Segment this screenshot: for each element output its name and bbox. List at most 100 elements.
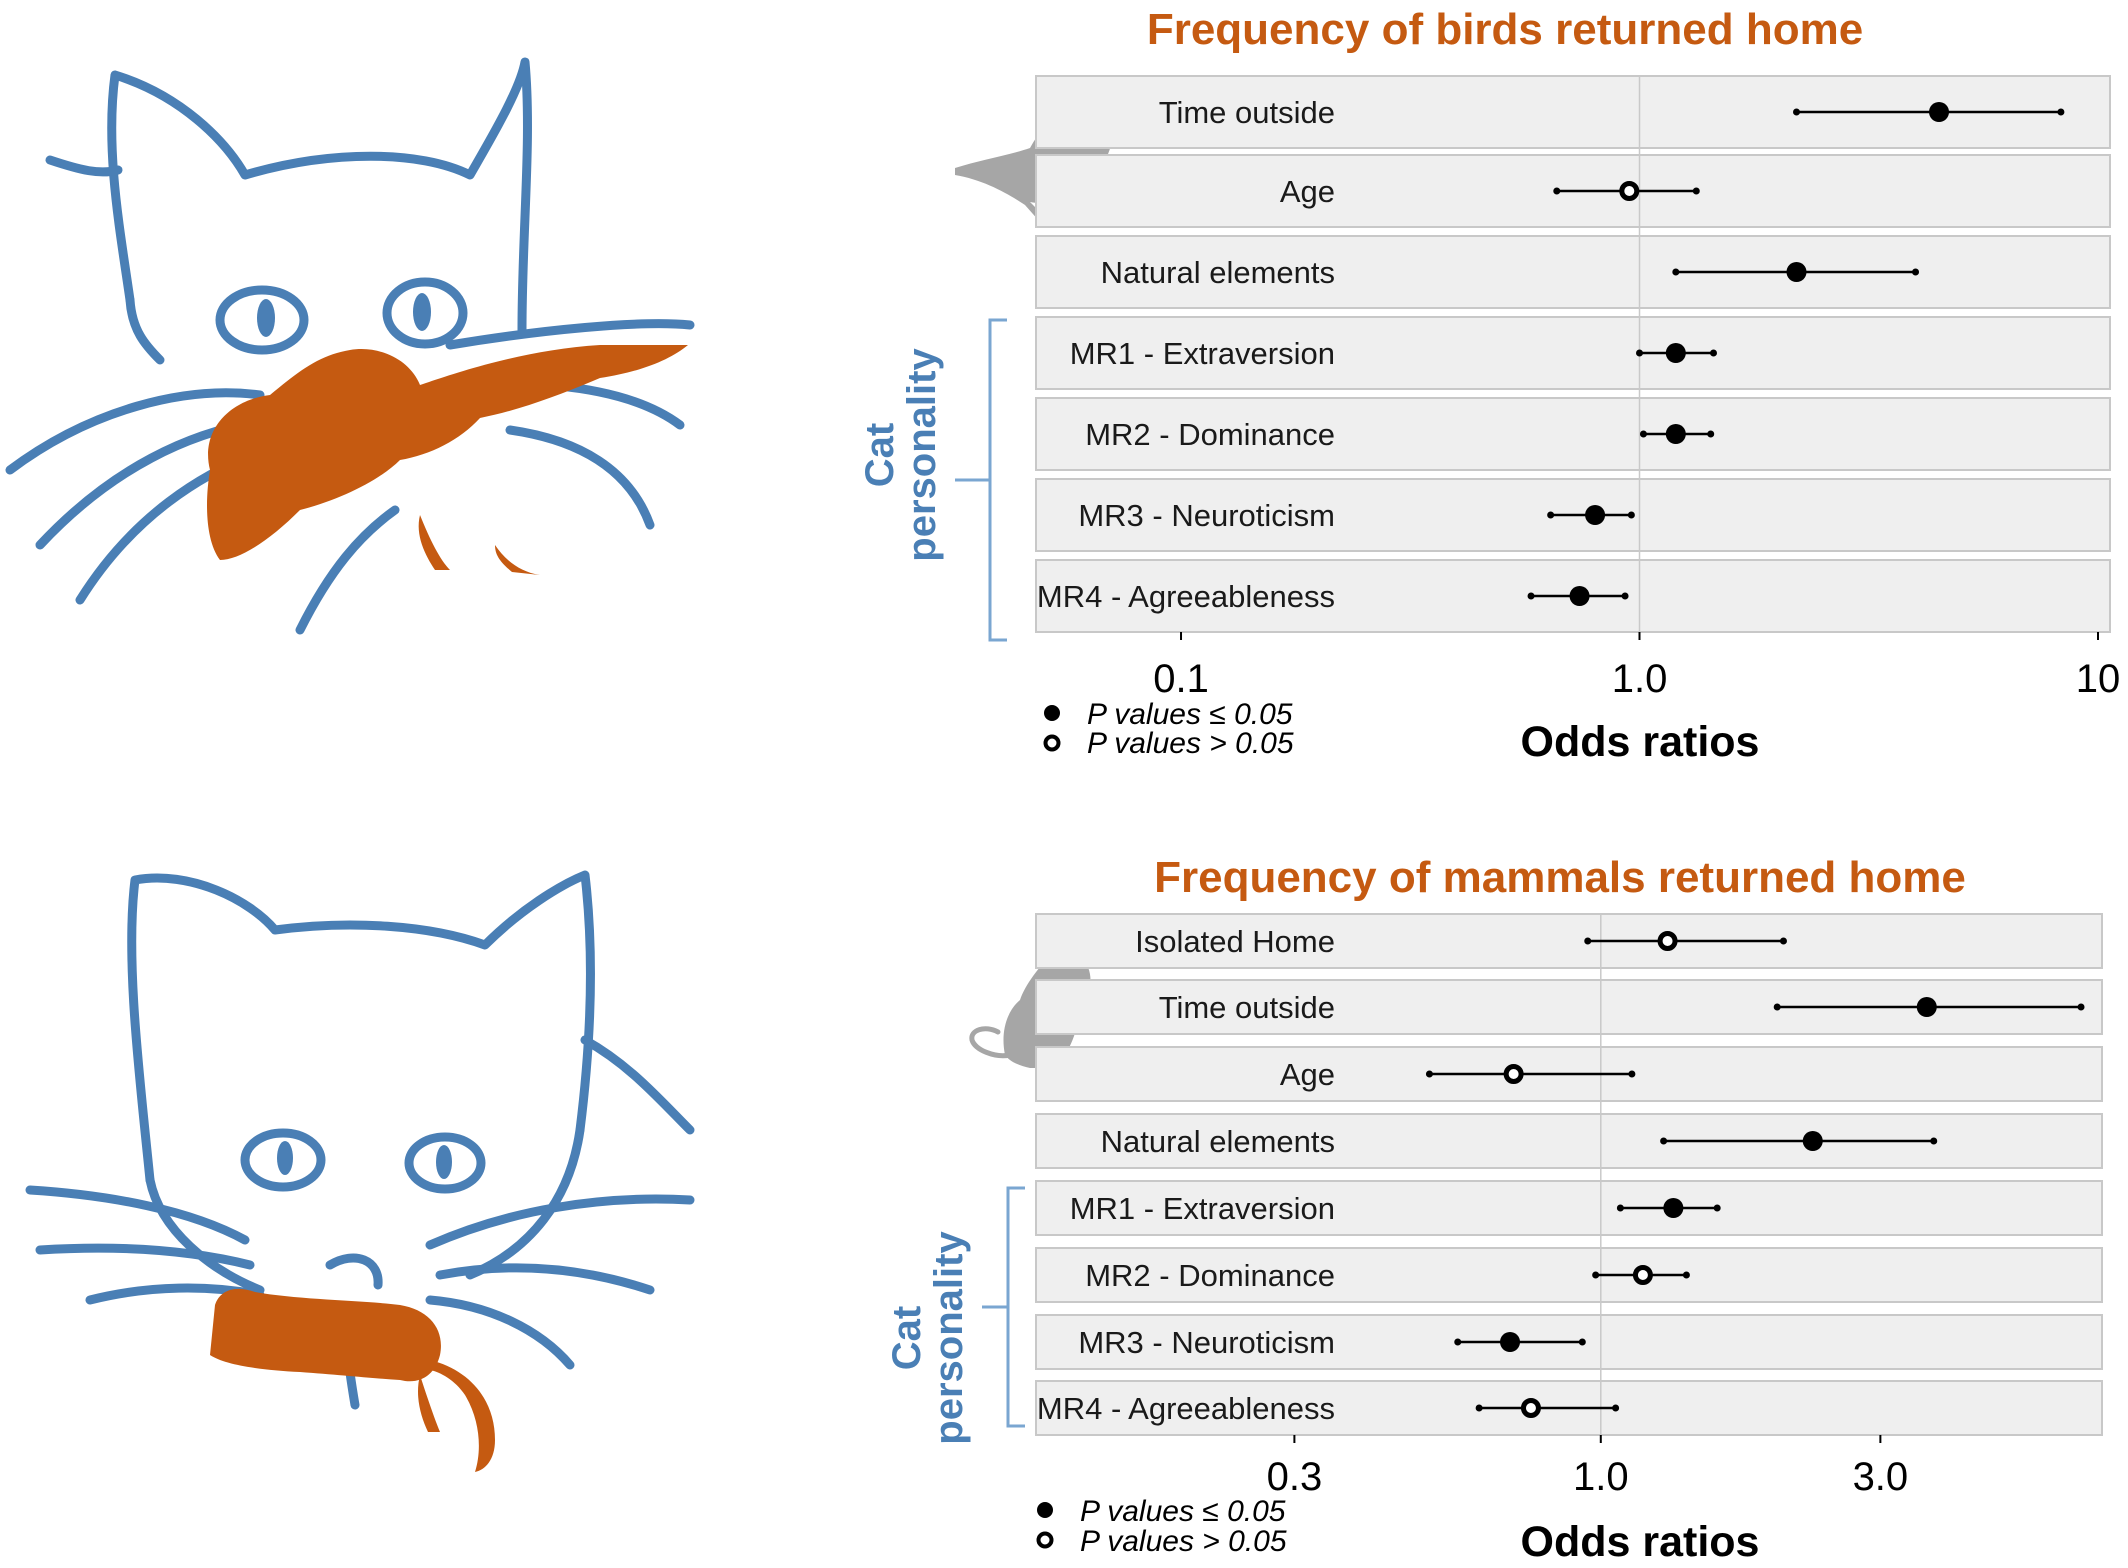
ci-lower-cap [1672,268,1680,276]
legend: P values ≤ 0.05 P values > 0.05 [1036,1495,1287,1558]
ci-upper-cap [1692,187,1700,195]
ci-lower-cap [1773,1003,1781,1011]
legend-label-not-significant: P values > 0.05 [1087,727,1294,760]
chart-title: Frequency of mammals returned home [1154,853,1966,902]
row-label: MR2 - Dominance [1085,1258,1335,1293]
ci-lower-cap [1584,937,1592,945]
point-estimate-significant [1929,102,1950,122]
ci-lower-cap [1660,1137,1668,1145]
ci-lower-cap [1592,1271,1600,1279]
point-estimate-significant [1916,997,1937,1017]
point-estimate-not-significant [1503,1064,1524,1084]
x-tick-label: 0.3 [1267,1455,1323,1499]
x-axis-label: Odds ratios [1521,718,1760,766]
x-tick-label: 3.0 [1853,1455,1909,1499]
row-label: MR3 - Neuroticism [1078,498,1335,533]
group-label-line-2: personality [900,348,944,562]
ci-lower-cap [1475,1404,1483,1412]
point-estimate-significant [1665,343,1686,363]
group-bracket [955,318,1007,642]
row-label: Time outside [1159,95,1335,130]
x-tick-labels: 0.1 1.0 10 [1153,632,2120,701]
row-panel [1035,235,2111,309]
group-bracket [982,1186,1025,1428]
x-tick-labels: 0.3 1.0 3.0 [1267,1435,1909,1499]
point-estimate-significant [1585,505,1606,525]
point-estimate-significant [1802,1131,1823,1151]
legend-marker-not-significant [1036,1531,1054,1549]
x-tick-label: 0.1 [1153,657,1209,701]
chart-marks [1425,931,2085,1418]
point-estimate-not-significant [1520,1398,1541,1418]
x-tick-label: 10 [2076,657,2121,701]
cat-with-bird-illustration [5,57,695,635]
ci-upper-cap [1682,1271,1690,1279]
group-label-line-2: personality [927,1231,971,1445]
ci-upper-cap [1779,937,1787,945]
point-estimate-not-significant [1619,181,1640,201]
ci-lower-cap [1527,592,1535,600]
chart-marks [1527,102,2065,606]
ci-lower-cap [1425,1070,1433,1078]
row-label: MR4 - Agreeableness [1037,579,1335,614]
row-label: MR4 - Agreeableness [1037,1391,1335,1426]
ci-lower-cap [1639,430,1647,438]
birds-forest-plot: Frequency of birds returned home Time ou… [858,5,2120,766]
ci-lower-cap [1616,1204,1624,1212]
point-estimate-significant [1665,424,1686,444]
legend-label-not-significant: P values > 0.05 [1080,1525,1287,1558]
chart-rows: Isolated Home Time outside Age Natural elem… [1035,913,2103,1436]
legend-marker-significant [1037,1502,1053,1518]
row-label: MR1 - Extraversion [1070,1191,1335,1226]
mammals-forest-plot: Frequency of mammals returned home Isola… [885,853,2103,1566]
ci-upper-cap [1628,1070,1636,1078]
row-panel [1035,316,2111,390]
ci-upper-cap [1612,1404,1620,1412]
row-label: Age [1280,1057,1335,1092]
row-label: Isolated Home [1135,924,1335,959]
row-label: Time outside [1159,990,1335,1025]
ci-lower-cap [1553,187,1561,195]
cat-with-mouse-illustration [25,870,695,1472]
point-estimate-significant [1569,586,1590,606]
legend-label-significant: P values ≤ 0.05 [1080,1495,1286,1528]
ci-upper-cap [1713,1204,1721,1212]
ci-upper-cap [1707,430,1715,438]
point-estimate-significant [1663,1198,1684,1218]
x-tick-label: 1.0 [1573,1455,1629,1499]
ci-upper-cap [1578,1338,1586,1346]
legend-label-significant: P values ≤ 0.05 [1087,698,1293,731]
legend: P values ≤ 0.05 P values > 0.05 [1043,698,1294,760]
ci-lower-cap [1547,511,1555,519]
ci-upper-cap [1912,268,1920,276]
row-panel [1035,1180,2103,1236]
point-estimate-significant [1500,1332,1521,1352]
legend-marker-significant [1044,705,1060,721]
row-label: Natural elements [1101,1124,1335,1159]
point-estimate-not-significant [1657,931,1678,951]
row-panel [1035,1247,2103,1303]
point-estimate-significant [1786,262,1807,282]
ci-upper-cap [1709,349,1717,357]
point-estimate-not-significant [1632,1265,1653,1285]
ci-lower-cap [1793,108,1801,116]
ci-upper-cap [2057,108,2065,116]
row-label: MR1 - Extraversion [1070,336,1335,371]
x-axis-label: Odds ratios [1521,1518,1760,1566]
row-panel [1035,397,2111,471]
group-label-line-1: Cat [885,1306,929,1370]
row-label: MR2 - Dominance [1085,417,1335,452]
ci-upper-cap [1621,592,1629,600]
chart-rows: Time outside Age Natural elements MR1 - Ext… [1035,75,2111,633]
legend-marker-not-significant [1043,734,1061,752]
ci-upper-cap [1930,1137,1938,1145]
ci-upper-cap [1627,511,1635,519]
ci-lower-cap [1636,349,1644,357]
ci-lower-cap [1454,1338,1462,1346]
chart-title: Frequency of birds returned home [1147,5,1863,54]
row-label: MR3 - Neuroticism [1078,1325,1335,1360]
row-label: Age [1280,174,1335,209]
group-label-line-1: Cat [858,423,902,487]
